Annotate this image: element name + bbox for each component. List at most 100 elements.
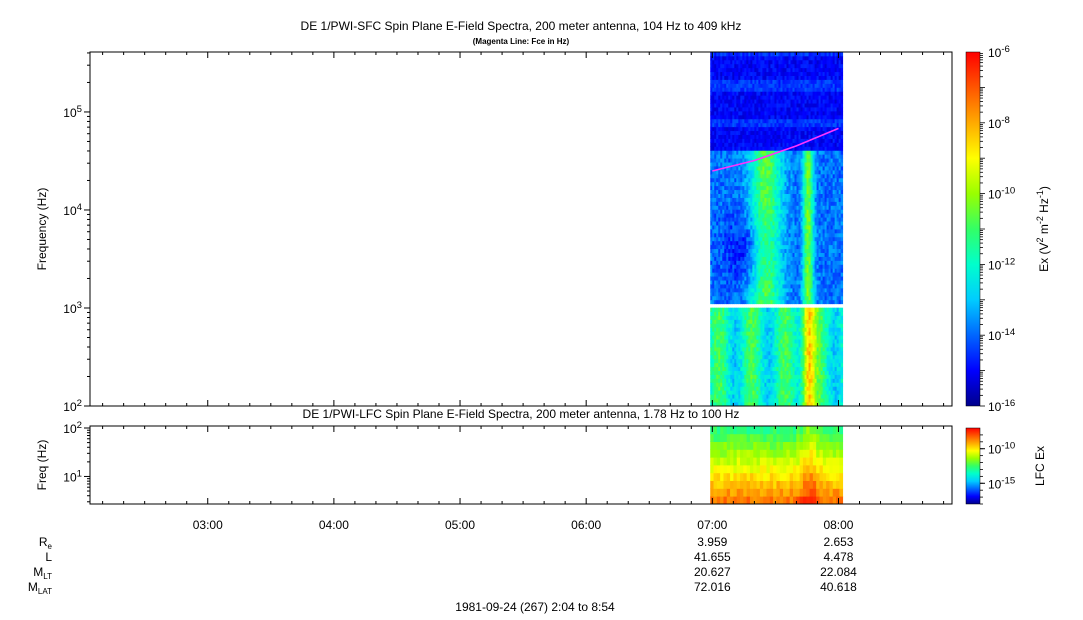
- top-heatmap-cell: [804, 374, 807, 379]
- top-heatmap-cell: [782, 177, 785, 183]
- top-heatmap-cell: [716, 63, 719, 69]
- top-heatmap-cell: [710, 225, 713, 230]
- top-heatmap-cell: [722, 350, 725, 356]
- top-heatmap-cell: [768, 221, 771, 226]
- top-heatmap-cell: [820, 240, 824, 246]
- top-heatmap-cell: [818, 327, 821, 332]
- top-heatmap-cell: [794, 378, 797, 383]
- top-heatmap-cell: [816, 362, 819, 368]
- top-heatmap-cell: [796, 55, 799, 61]
- top-heatmap-cell: [766, 335, 769, 340]
- top-heatmap-cell: [728, 323, 731, 328]
- top-heatmap-cell: [730, 362, 733, 368]
- top-heatmap-cell: [814, 264, 817, 269]
- top-heatmap-cell: [788, 114, 791, 120]
- top-heatmap-cell: [758, 79, 761, 84]
- top-heatmap-cell: [716, 55, 719, 61]
- top-heatmap-cell: [728, 291, 731, 297]
- top-heatmap-cell: [758, 63, 761, 69]
- top-heatmap-cell: [718, 299, 721, 305]
- top-heatmap-cell: [720, 280, 723, 285]
- top-heatmap-cell: [812, 213, 815, 218]
- top-heatmap-cell: [740, 307, 743, 312]
- top-heatmap-cell: [740, 319, 743, 324]
- top-heatmap-cell: [784, 217, 787, 222]
- top-heatmap-cell: [820, 236, 824, 242]
- top-heatmap-cell: [802, 55, 805, 61]
- top-heatmap-cell: [744, 103, 747, 108]
- top-heatmap-cell: [718, 217, 721, 222]
- top-heatmap-cell: [744, 146, 747, 151]
- top-heatmap-cell: [752, 63, 755, 69]
- top-heatmap-cell: [796, 95, 799, 100]
- top-heatmap-cell: [732, 240, 735, 246]
- top-heatmap-cell: [720, 335, 723, 340]
- top-heatmap-cell: [808, 217, 811, 222]
- top-heatmap-cell: [798, 225, 801, 230]
- top-heatmap-cell: [818, 166, 821, 171]
- top-heatmap-cell: [788, 358, 791, 364]
- top-heatmap-cell: [796, 327, 799, 332]
- top-heatmap-cell: [726, 307, 729, 312]
- top-heatmap-cell: [754, 52, 757, 57]
- top-heatmap-cell: [756, 107, 759, 112]
- top-heatmap-cell: [716, 79, 719, 84]
- top-heatmap-cell: [742, 327, 745, 332]
- top-heatmap-cell: [762, 295, 765, 301]
- top-heatmap-cell: [812, 225, 815, 230]
- top-heatmap-cell: [782, 99, 785, 104]
- top-heatmap-cell: [746, 138, 749, 143]
- top-heatmap-cell: [748, 295, 751, 301]
- top-heatmap-cell: [710, 347, 713, 352]
- top-heatmap-cell: [814, 126, 817, 132]
- top-heatmap-cell: [748, 240, 751, 246]
- top-heatmap-cell: [752, 55, 755, 61]
- top-heatmap-cell: [752, 268, 755, 273]
- top-heatmap-cell: [812, 150, 815, 155]
- top-heatmap-cell: [716, 232, 719, 238]
- top-heatmap-cell: [788, 67, 791, 73]
- top-heatmap-cell: [740, 394, 743, 399]
- top-heatmap-cell: [724, 170, 727, 175]
- top-heatmap-cell: [816, 248, 819, 253]
- top-heatmap-cell: [816, 193, 819, 198]
- top-heatmap-cell: [714, 126, 717, 132]
- top-heatmap-cell: [738, 232, 741, 238]
- top-heatmap-cell: [730, 390, 733, 395]
- top-heatmap-cell: [802, 244, 805, 250]
- top-heatmap-cell: [816, 87, 819, 92]
- top-heatmap-cell: [806, 244, 809, 250]
- top-heatmap-cell: [738, 260, 741, 265]
- top-heatmap-cell: [748, 354, 751, 360]
- top-heatmap-cell: [736, 260, 739, 265]
- top-heatmap-cell: [730, 67, 733, 73]
- top-heatmap-cell: [816, 126, 819, 132]
- top-heatmap-cell: [784, 323, 787, 328]
- top-heatmap-cell: [726, 291, 729, 297]
- top-heatmap-cell: [754, 114, 757, 120]
- top-heatmap-cell: [718, 315, 721, 320]
- top-heatmap-cell: [760, 217, 763, 222]
- top-heatmap-cell: [766, 248, 769, 253]
- top-heatmap-cell: [792, 138, 795, 143]
- top-heatmap-cell: [776, 339, 779, 344]
- top-heatmap-cell: [764, 323, 767, 328]
- top-heatmap-cell: [802, 299, 805, 305]
- top-heatmap-cell: [802, 67, 805, 73]
- top-heatmap-cell: [718, 402, 721, 406]
- top-heatmap-cell: [722, 327, 725, 332]
- top-heatmap-cell: [750, 248, 753, 253]
- top-heatmap-cell: [742, 150, 745, 155]
- top-heatmap-cell: [784, 386, 787, 391]
- top-heatmap-cell: [806, 315, 809, 320]
- top-heatmap-cell: [782, 398, 785, 403]
- top-heatmap-cell: [782, 374, 785, 379]
- top-heatmap-cell: [790, 366, 793, 371]
- top-heatmap-cell: [786, 299, 789, 305]
- top-heatmap-cell: [818, 280, 821, 285]
- top-heatmap-cell: [754, 358, 757, 364]
- top-heatmap-cell: [750, 272, 753, 277]
- top-heatmap-cell: [738, 221, 741, 226]
- top-heatmap-cell: [746, 268, 749, 273]
- top-heatmap-cell: [804, 122, 807, 128]
